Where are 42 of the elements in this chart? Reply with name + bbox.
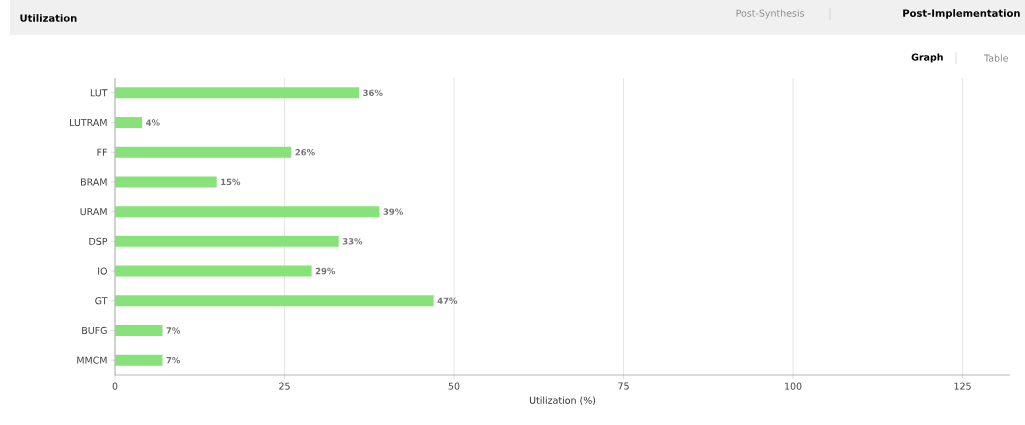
data-label: 15%: [221, 178, 241, 186]
text: Post-Synthesis: [736, 9, 805, 19]
y-tick-label: URAM: [80, 208, 107, 216]
y-tick-label: IO: [98, 267, 107, 275]
x-tick-label: 50: [448, 382, 460, 390]
bar: [115, 176, 217, 188]
data-label: 7%: [166, 327, 181, 334]
chart-title: Utilization: [20, 14, 77, 22]
x-tick-label: 75: [618, 382, 629, 390]
y-tick-label: GT: [95, 297, 108, 305]
data-label: 47%: [437, 297, 458, 304]
y-tick-label: BUFG: [82, 326, 107, 335]
y-tick-label: LUT: [90, 89, 108, 97]
bar: [115, 265, 312, 277]
bar: [115, 295, 434, 307]
bar: [115, 206, 380, 218]
bar: [115, 235, 339, 247]
x-tick-label: 100: [785, 382, 802, 390]
x-axis-title: Utilization (%): [529, 396, 596, 405]
text: Graph: [911, 53, 943, 63]
data-label: 26%: [295, 149, 315, 156]
bar: [115, 87, 360, 99]
bar: [115, 146, 292, 158]
y-tick-label: MMCM: [77, 356, 107, 364]
data-label: 4%: [146, 119, 160, 126]
x-tick-label: 0: [112, 382, 118, 390]
x-tick-label: 25: [279, 382, 290, 390]
text: Table: [983, 54, 1009, 62]
y-tick-label: FF: [97, 148, 107, 156]
x-tick-label: 125: [954, 382, 971, 390]
y-tick-label: BRAM: [81, 178, 107, 186]
data-label: 39%: [383, 208, 403, 215]
bar: [115, 324, 163, 336]
bar: [115, 117, 143, 129]
y-tick-label: DSP: [89, 237, 108, 245]
data-label: 36%: [363, 89, 383, 97]
data-label: 29%: [315, 267, 336, 275]
text: Post-Implementation: [903, 9, 1020, 19]
data-label: 7%: [166, 356, 181, 364]
bar: [115, 354, 163, 366]
data-label: 33%: [342, 238, 363, 245]
y-tick-label: LUTRAM: [70, 119, 107, 127]
